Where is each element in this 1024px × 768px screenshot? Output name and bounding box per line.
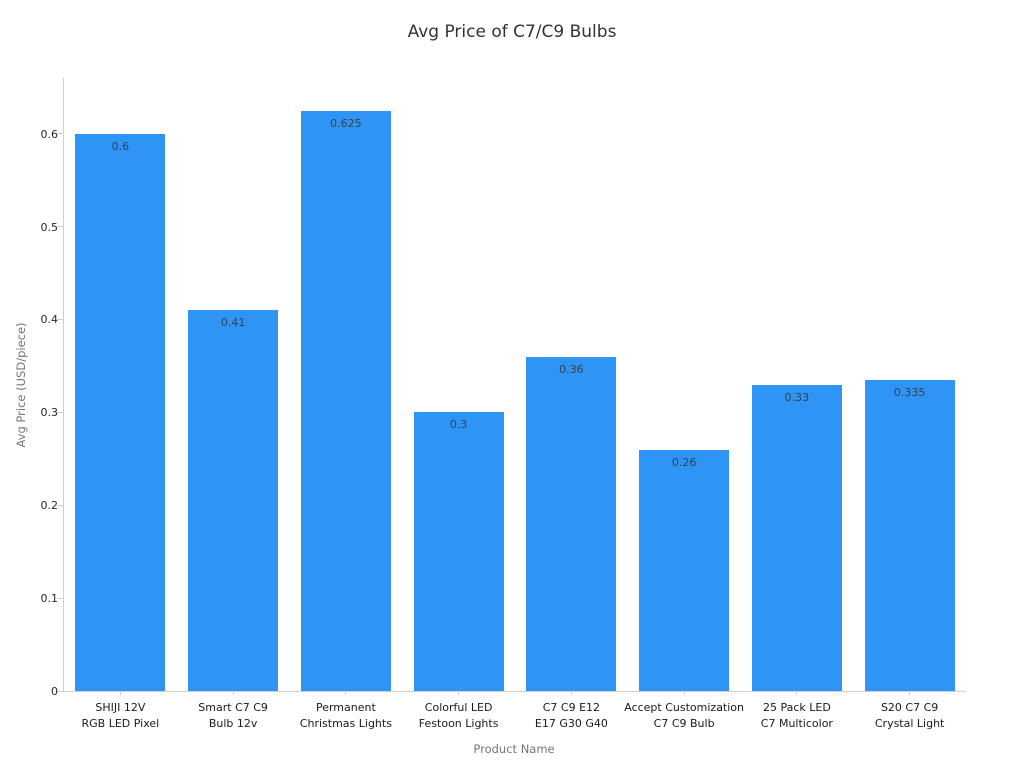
y-tick-mark [57, 226, 63, 228]
bar: 0.625 [300, 110, 391, 691]
x-tick-label: C7 C9 E12 E17 G30 G40 [534, 701, 608, 730]
bar: 0.6 [75, 133, 166, 691]
y-tick-mark [57, 318, 63, 320]
bar: 0.33 [751, 384, 842, 691]
bar: 0.41 [188, 310, 279, 691]
bar: 0.26 [639, 449, 730, 691]
x-tick-mark [909, 691, 911, 695]
bar-value-label: 0.36 [559, 362, 584, 376]
bar-value-label: 0.3 [449, 418, 468, 432]
y-tick-label: 0.1 [40, 592, 59, 606]
y-tick-label: 0.6 [40, 127, 59, 141]
x-tick-label: Permanent Christmas Lights [299, 701, 392, 730]
plot-area: 0 0.1 0.2 0.3 0.4 0.5 0.6 0.6 SHIJI 12V RGB LED … [41, 78, 966, 730]
x-tick-label: SHIJI 12V RGB LED Pixel [81, 701, 160, 730]
x-tick-label: Accept Customization C7 C9 Bulb [624, 701, 745, 730]
bar: 0.3 [413, 412, 504, 691]
y-tick-label: 0.4 [40, 313, 59, 327]
bar-value-label: 0.6 [111, 139, 130, 153]
bar-value-label: 0.33 [784, 390, 810, 404]
x-tick-label: Smart C7 C9 Bulb 12v [198, 701, 268, 730]
x-tick-mark [119, 691, 121, 695]
y-tick-label: 0.5 [40, 220, 59, 234]
bar: 0.36 [526, 356, 617, 691]
y-tick-mark [57, 411, 63, 413]
y-tick-mark [57, 597, 63, 599]
x-tick-mark [796, 691, 798, 695]
y-tick-label: 0 [51, 685, 58, 698]
bar-value-label: 0.625 [330, 116, 362, 130]
y-tick-label: 0.3 [40, 406, 59, 420]
x-tick-mark [232, 691, 234, 695]
bar: 0.335 [864, 379, 955, 691]
y-tick-mark [57, 133, 63, 135]
y-tick-mark [57, 504, 63, 506]
y-tick-label: 0.2 [40, 499, 59, 513]
x-tick-mark [458, 691, 460, 695]
bar-value-label: 0.335 [893, 385, 926, 399]
y-tick-mark [57, 690, 63, 692]
x-axis-label: Product Name [473, 742, 555, 756]
x-tick-label: Colorful LED Festoon Lights [418, 701, 499, 730]
x-tick-mark [345, 691, 347, 695]
x-tick-label: S20 C7 C9 Crystal Light [874, 701, 945, 730]
bar-value-label: 0.41 [220, 316, 246, 330]
x-tick-mark [683, 691, 685, 695]
y-axis-label: Avg Price (USD/piece) [14, 322, 28, 448]
x-tick-mark [570, 691, 572, 695]
chart-title: Avg Price of C7/C9 Bulbs [407, 22, 617, 42]
x-tick-label: 25 Pack LED C7 Multicolor [760, 701, 833, 730]
bar-value-label: 0.26 [671, 455, 697, 469]
